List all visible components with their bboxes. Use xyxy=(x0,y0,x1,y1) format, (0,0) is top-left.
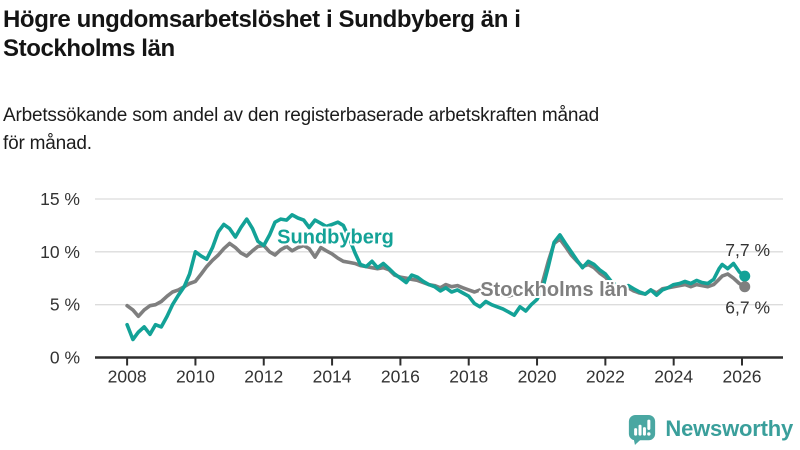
x-tick-label: 2010 xyxy=(176,367,215,387)
y-tick-label: 15 % xyxy=(40,189,80,209)
x-tick-label: 2016 xyxy=(381,367,420,387)
logo-wordmark: Newsworthy xyxy=(665,416,793,441)
page-subtitle-line-2: för månad. xyxy=(3,132,92,154)
page-title-line-1: Högre ungdomsarbetslöshet i Sundbyberg ä… xyxy=(3,6,521,33)
x-tick-label: 2018 xyxy=(449,367,488,387)
x-tick-label: 2008 xyxy=(108,367,147,387)
newsworthy-logo: Newsworthy xyxy=(627,413,793,445)
series-end-dot-stockholms-l-n xyxy=(739,281,751,293)
bar-chart-speech-bubble-icon xyxy=(629,414,656,445)
y-tick-label: 0 % xyxy=(50,348,80,368)
y-tick-label: 10 % xyxy=(40,242,80,262)
page-subtitle-line-1: Arbetssökande som andel av den registerb… xyxy=(3,105,600,126)
end-value-label-sundbyberg: 7,7 % xyxy=(725,240,770,260)
x-tick-label: 2012 xyxy=(244,367,283,387)
x-tick-label: 2014 xyxy=(313,367,352,387)
header: Högre ungdomsarbetslöshet i Sundbyberg ä… xyxy=(3,0,797,157)
y-tick-label: 5 % xyxy=(50,295,80,315)
unemployment-line-chart: 0 % 5 % 10 % 15 % 2008 2010 2012 2014 2016 2018 20… xyxy=(0,180,800,405)
x-tick-label: 2022 xyxy=(586,367,625,387)
x-tick-label: 2024 xyxy=(654,367,693,387)
series-label-stockholms-l-n: Stockholms län xyxy=(480,279,628,301)
x-tick-label: 2020 xyxy=(518,367,557,387)
series-line-sundbyberg xyxy=(125,212,747,342)
end-value-label-stockholms-l-n: 6,7 % xyxy=(725,298,770,318)
line-chart-canvas: 0 % 5 % 10 % 15 % 2008 2010 2012 2014 2016 2018 20… xyxy=(40,189,783,387)
series-end-dot-sundbyberg xyxy=(739,270,751,282)
page-title: Högre ungdomsarbetslöshet i Sundbyberg ä… xyxy=(3,0,797,63)
x-tick-label: 2026 xyxy=(723,367,762,387)
series-label-sundbyberg: Sundbyberg xyxy=(277,226,394,248)
page-title-line-2: Stockholms län xyxy=(3,35,175,62)
page-subtitle: Arbetssökande som andel av den registerb… xyxy=(3,102,797,157)
